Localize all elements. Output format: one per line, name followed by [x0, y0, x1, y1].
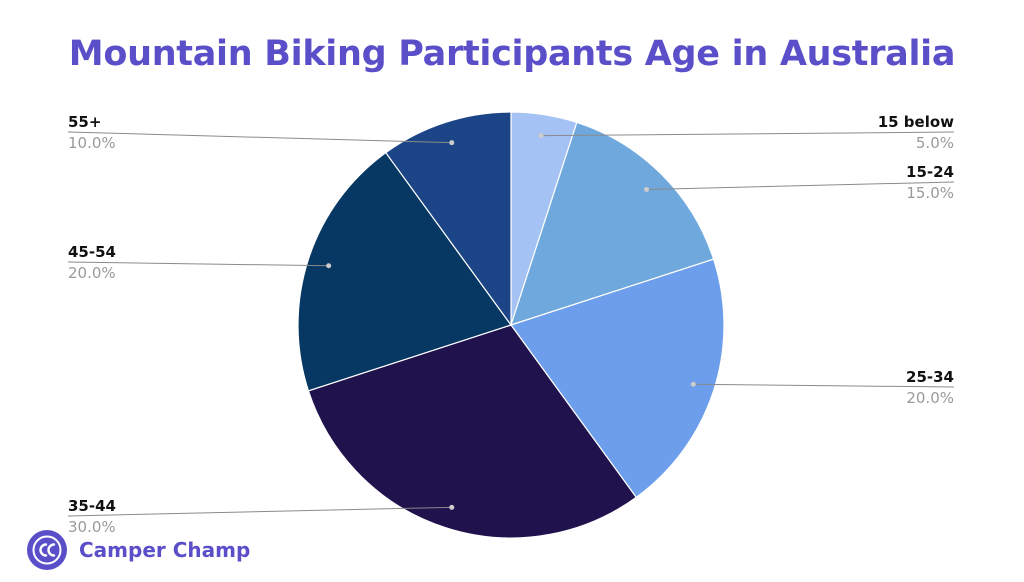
leader-dot — [644, 186, 650, 192]
leader-line — [67, 131, 452, 144]
pie-slice-35-44 — [307, 324, 638, 539]
brand-name: Camper Champ — [79, 538, 251, 562]
leader-line — [540, 131, 955, 137]
chart-title: Mountain Biking Participants Age in Aust… — [68, 34, 956, 74]
slice-label: 35-44 — [68, 497, 116, 515]
slice-percent-label: 30.0% — [68, 518, 116, 536]
leader-line — [67, 261, 329, 267]
leader-dot — [538, 133, 544, 139]
brand: Camper Champ — [27, 528, 250, 572]
leader-dot — [690, 381, 696, 387]
pie-slice-15-24 — [510, 121, 715, 326]
slice-percent-label: 5.0% — [916, 134, 954, 152]
slice-label: 15 below — [878, 113, 954, 131]
leader-line — [693, 383, 955, 388]
slice-label: 55+ — [68, 113, 101, 131]
leader-line — [646, 181, 955, 190]
slice-percent-label: 20.0% — [906, 389, 954, 407]
leader-dot — [326, 263, 332, 269]
slice-percent-label: 20.0% — [68, 264, 116, 282]
slice-label: 25-34 — [906, 368, 954, 386]
leader-dot — [449, 140, 455, 146]
pie-slice-55- — [384, 111, 512, 327]
cc-logo-icon — [27, 530, 67, 570]
slice-percent-label: 15.0% — [906, 184, 954, 202]
slice-label: 45-54 — [68, 243, 116, 261]
pie-slice-25-34 — [510, 258, 725, 499]
slice-percent-label: 10.0% — [68, 134, 116, 152]
pie-slice-45-54 — [297, 151, 512, 392]
leader-line — [67, 506, 452, 517]
leader-dot — [449, 504, 455, 510]
slice-label: 15-24 — [906, 163, 954, 181]
